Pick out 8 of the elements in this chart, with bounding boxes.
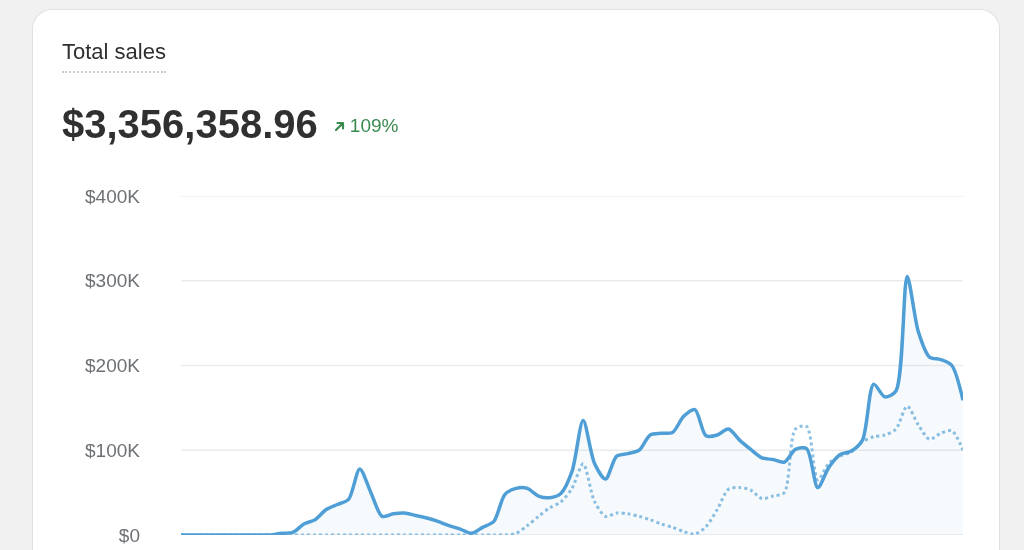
- y-tick-label: $200K: [85, 355, 141, 377]
- text: 109%: [349, 114, 399, 138]
- y-tick-label: $100K: [85, 439, 141, 461]
- chart-subtitle: $3,356,358.96: [62, 101, 318, 148]
- y-tick-label: $0: [118, 524, 140, 546]
- chart-title: Total sales: [62, 38, 166, 73]
- y-tick-label: $300K: [85, 270, 141, 292]
- y-tick-label: $400K: [85, 185, 141, 207]
